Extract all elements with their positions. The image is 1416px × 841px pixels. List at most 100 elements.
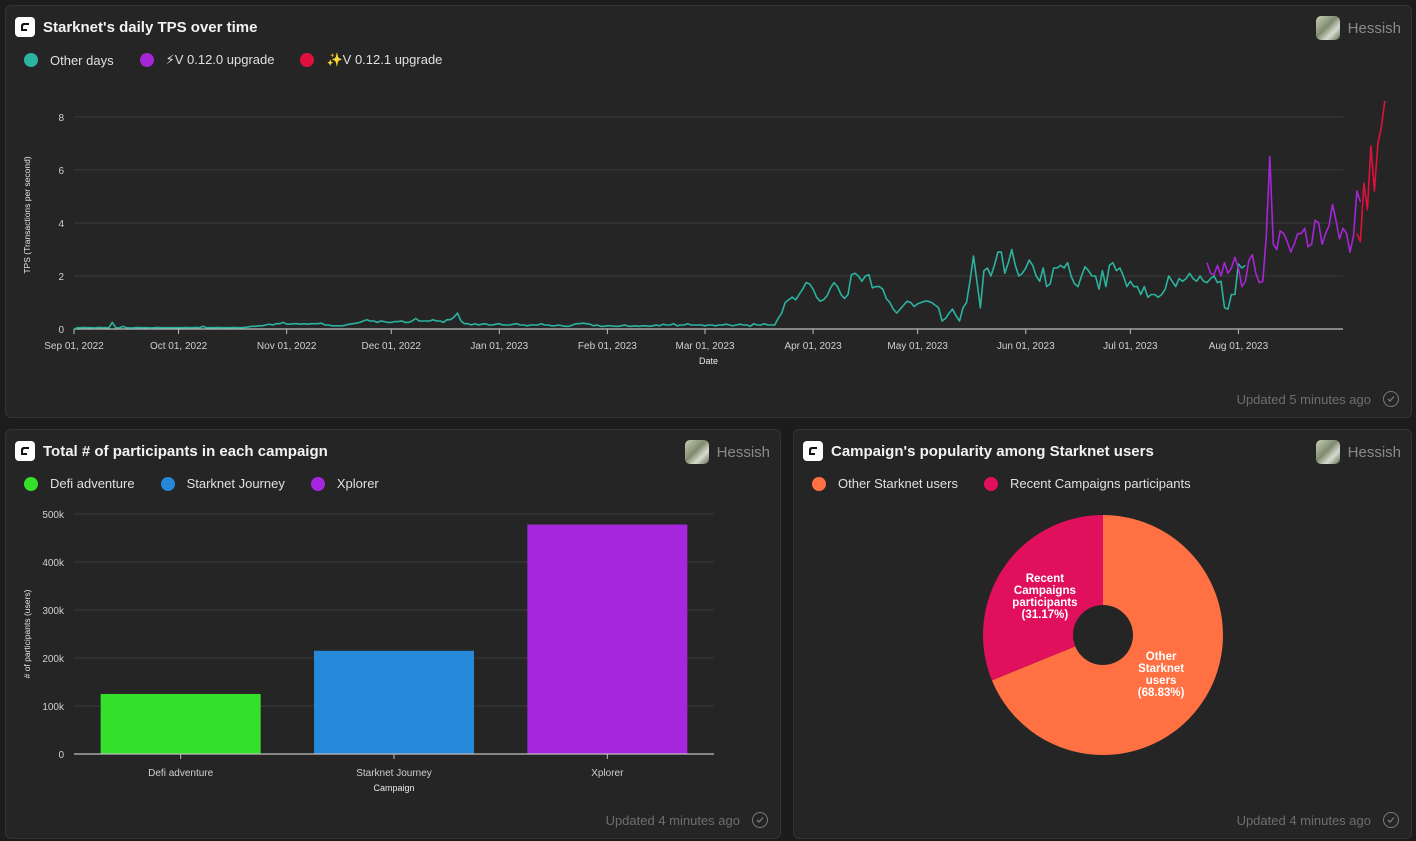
y-axis-title: # of participants (users) [22,589,32,678]
participants-title-text: Total # of participants in each campaign [43,442,328,460]
legend-item-v0120[interactable]: ⚡V 0.12.0 upgrade [139,52,275,68]
avatar [1315,440,1340,464]
participants-panel: Total # of participants in each campaign… [5,429,781,839]
legend-item-v0121[interactable]: ✨V 0.12.1 upgrade [300,52,442,68]
author-name: Hessish [716,443,770,461]
x-tick-label: Dec 01, 2022 [362,341,422,352]
y-tick-label: 400k [42,558,65,569]
participants-legend: Defi adventure Starknet Journey Xplorer [24,476,379,491]
y-tick-label: 0 [58,750,64,761]
avatar [1315,16,1340,40]
pie-label-line: Campaigns [1014,585,1076,597]
author-name: Hessish [1347,19,1401,37]
legend-circle-icon [300,53,315,67]
flipside-logo-icon [15,441,35,461]
y-tick-label: 4 [58,219,64,230]
y-tick-label: 6 [58,166,64,177]
y-tick-label: 100k [42,702,65,713]
y-tick-label: 200k [42,654,65,665]
bar-starknet-journey [314,650,474,754]
legend-circle-icon [310,476,325,491]
x-axis-title: Campaign [373,783,414,793]
pie-label-line: (68.83%) [1138,687,1185,699]
x-tick-label: May 01, 2023 [887,341,948,352]
popularity-legend: Other Starknet users Recent Campaigns pa… [812,476,1191,491]
y-tick-label: 8 [58,113,64,124]
pie-label-line: users [1146,675,1177,687]
x-axis-title: Date [699,356,718,366]
popularity-title[interactable]: Campaign's popularity among Starknet use… [803,441,1154,461]
legend-label: ✨V 0.12.1 upgrade [326,52,443,67]
legend-circle-icon [24,53,38,67]
x-tick-label: Defi adventure [148,768,213,779]
legend-item-xplorer[interactable]: Xplorer [310,476,379,491]
legend-circle-icon [812,476,826,491]
participants-chart[interactable]: 0 100k 200k 300k 400k 500k Defi adventure Stark… [6,430,780,810]
x-tick-label: Mar 01, 2023 [676,341,735,352]
legend-label: Starknet Journey [186,476,285,491]
popularity-chart[interactable]: Other Starknet users (68.83%)Recent Campaign… [794,430,1411,810]
pie-label-line: participants [1012,597,1077,609]
popularity-title-text: Campaign's popularity among Starknet use… [831,442,1154,460]
series-line-1 [73,248,1246,330]
avatar [684,440,709,464]
x-tick-label: Sep 01, 2022 [44,341,104,352]
x-tick-label: Jul 01, 2023 [1103,341,1158,352]
popularity-author[interactable]: Hessish [1315,440,1401,464]
tps-chart[interactable]: 0 2 4 6 8 Sep 01, 2022 Oct 01, 2022 Nov 01, 202… [6,6,1411,386]
tps-title[interactable]: Starknet's daily TPS over time [15,17,257,37]
popularity-panel: Campaign's popularity among Starknet use… [793,429,1412,839]
check-circle-icon[interactable] [752,812,768,828]
series-line-2 [1206,155,1362,288]
flipside-logo-icon [15,17,35,37]
popularity-updated: Updated 4 minutes ago [1237,812,1399,828]
legend-label: Other days [50,52,114,68]
y-tick-label: 0 [58,325,64,336]
pie-label-line: (31.17%) [1022,609,1069,621]
x-tick-label: Feb 01, 2023 [578,341,637,352]
pie-label-line: Other [1146,651,1177,663]
series-line-3 [1356,100,1386,243]
pie-slice-label: Recent Campaigns participants (31.17%) [1012,573,1077,621]
y-tick-label: 300k [42,606,65,617]
x-tick-label: Xplorer [591,768,624,779]
legend-item-journey[interactable]: Starknet Journey [160,476,285,491]
pie-label-line: Recent [1026,573,1065,585]
tps-panel: Starknet's daily TPS over time Hessish O… [5,5,1412,418]
pie-slice-recent-participants [983,515,1103,681]
y-axis-title: TPS (Transactions per second) [22,156,32,273]
participants-author[interactable]: Hessish [684,440,770,464]
pie-label-line: Starknet [1138,663,1184,675]
legend-item-defi[interactable]: Defi adventure [24,476,135,491]
bar-defi-adventure [100,694,261,754]
tps-author[interactable]: Hessish [1315,16,1401,40]
participants-title[interactable]: Total # of participants in each campaign [15,441,328,461]
legend-circle-icon [983,476,998,491]
bar-xplorer [527,524,688,754]
x-tick-label: Oct 01, 2022 [150,341,208,352]
tps-legend: Other days ⚡V 0.12.0 upgrade ✨V 0.12.1 u… [24,52,442,68]
participants-updated: Updated 4 minutes ago [606,812,768,828]
legend-item-other-users[interactable]: Other Starknet users [812,476,958,491]
tps-updated: Updated 5 minutes ago [1237,391,1399,407]
check-circle-icon[interactable] [1383,391,1399,407]
check-circle-icon[interactable] [1383,812,1399,828]
legend-circle-icon [160,476,175,491]
legend-item-recent-participants[interactable]: Recent Campaigns participants [983,476,1191,491]
x-tick-label: Starknet Journey [356,768,432,779]
legend-label: Xplorer [336,476,379,491]
x-tick-label: Jun 01, 2023 [997,341,1055,352]
tps-title-text: Starknet's daily TPS over time [43,18,258,36]
pie-slice-label: Other Starknet users (68.83%) [1138,651,1185,699]
y-tick-label: 2 [58,272,64,283]
author-name: Hessish [1347,443,1401,461]
legend-label: Other Starknet users [838,476,958,491]
legend-label: ⚡V 0.12.0 upgrade [165,52,275,67]
flipside-logo-icon [803,441,823,461]
x-tick-label: Apr 01, 2023 [784,341,842,352]
updated-text: Updated 4 minutes ago [1236,812,1371,828]
updated-text: Updated 4 minutes ago [605,812,740,828]
legend-circle-icon [139,53,154,67]
legend-item-other-days[interactable]: Other days [24,53,114,68]
x-tick-label: Aug 01, 2023 [1209,341,1269,352]
